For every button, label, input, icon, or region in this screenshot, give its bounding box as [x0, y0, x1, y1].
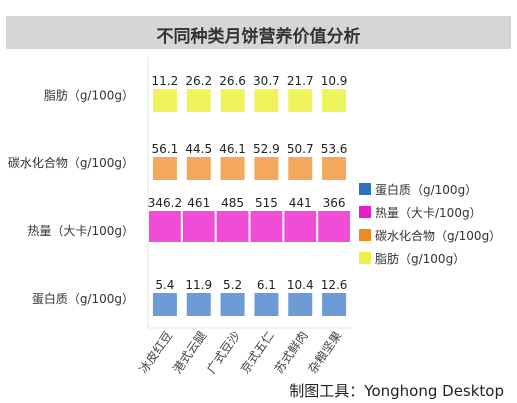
legend-swatch	[359, 252, 371, 264]
row-label: 脂肪（g/100g）	[44, 88, 134, 103]
heat-cell	[152, 89, 177, 112]
cell-value-label: 5.4	[155, 278, 174, 292]
x-tick-label: 苏式鲜肉	[272, 329, 311, 376]
x-tick-label: 杂粮坚果	[305, 328, 345, 376]
heat-cell	[152, 293, 177, 316]
footer-credit: 制图工具：Yonghong Desktop	[289, 382, 504, 400]
cell-value-label: 26.2	[185, 74, 212, 88]
legend-label: 蛋白质（g/100g）	[375, 182, 477, 197]
cell-value-label: 346.2	[148, 196, 182, 210]
cell-value-label: 10.4	[287, 278, 314, 292]
title-bar: 不同种类月饼营养价值分析	[6, 16, 511, 49]
legend-label: 热量（大卡/100g）	[375, 206, 482, 220]
cell-value-label: 11.2	[152, 74, 179, 88]
cell-value-label: 10.9	[321, 74, 348, 88]
row-label: 热量（大卡/100g）	[27, 224, 134, 238]
heat-cell	[322, 89, 347, 112]
cell-value-label: 52.9	[253, 142, 280, 156]
cell-value-label: 44.5	[185, 142, 212, 156]
cell-value-label: 515	[255, 196, 278, 210]
heat-cell	[288, 293, 313, 316]
cell-value-label: 56.1	[152, 142, 179, 156]
heat-cell	[288, 157, 313, 180]
cell-value-label: 366	[323, 196, 346, 210]
legend-swatch	[359, 183, 371, 195]
cell-value-label: 21.7	[287, 74, 314, 88]
heat-cell	[254, 89, 279, 112]
heat-cell	[318, 211, 350, 242]
heat-cell	[186, 157, 211, 180]
heat-cell	[220, 157, 245, 180]
x-tick-label: 冰皮红豆	[136, 328, 176, 376]
cell-value-label: 485	[221, 196, 244, 210]
x-tick-label: 广式豆沙	[204, 329, 243, 376]
legend-swatch	[359, 229, 371, 241]
heat-cell	[254, 293, 279, 316]
cell-value-label: 30.7	[253, 74, 280, 88]
heat-cell	[220, 293, 245, 316]
heat-cell	[220, 89, 245, 112]
cell-value-label: 5.2	[223, 278, 242, 292]
heat-cell	[250, 211, 283, 242]
cell-value-label: 53.6	[321, 142, 348, 156]
legend-label: 碳水化合物（g/100g）	[375, 228, 501, 243]
heat-cell	[322, 293, 347, 316]
cell-value-label: 26.6	[219, 74, 246, 88]
heat-cell	[186, 89, 211, 112]
x-tick-label: 京式五仁	[238, 329, 277, 376]
heat-cell	[152, 157, 177, 180]
heat-cell	[254, 157, 279, 180]
heat-cell	[186, 293, 211, 316]
legend-label: 脂肪（g/100g）	[375, 251, 465, 266]
cell-value-label: 6.1	[257, 278, 276, 292]
row-label: 蛋白质（g/100g）	[32, 291, 134, 306]
cell-value-label: 50.7	[287, 142, 314, 156]
heat-cell	[216, 211, 249, 242]
cell-value-label: 461	[187, 196, 210, 210]
heat-cell	[284, 211, 317, 242]
heat-cell	[149, 211, 181, 242]
heat-cell	[322, 157, 347, 180]
cell-value-label: 46.1	[219, 142, 246, 156]
cell-value-label: 11.9	[185, 278, 212, 292]
heat-cell	[288, 89, 313, 112]
row-label: 碳水化合物（g/100g）	[8, 155, 134, 170]
heat-cell	[182, 211, 215, 242]
x-tick-label: 港式云腿	[170, 329, 209, 376]
legend-swatch	[359, 206, 371, 218]
cell-value-label: 12.6	[321, 278, 348, 292]
chart-title: 不同种类月饼营养价值分析	[156, 27, 361, 47]
cell-value-label: 441	[289, 196, 312, 210]
